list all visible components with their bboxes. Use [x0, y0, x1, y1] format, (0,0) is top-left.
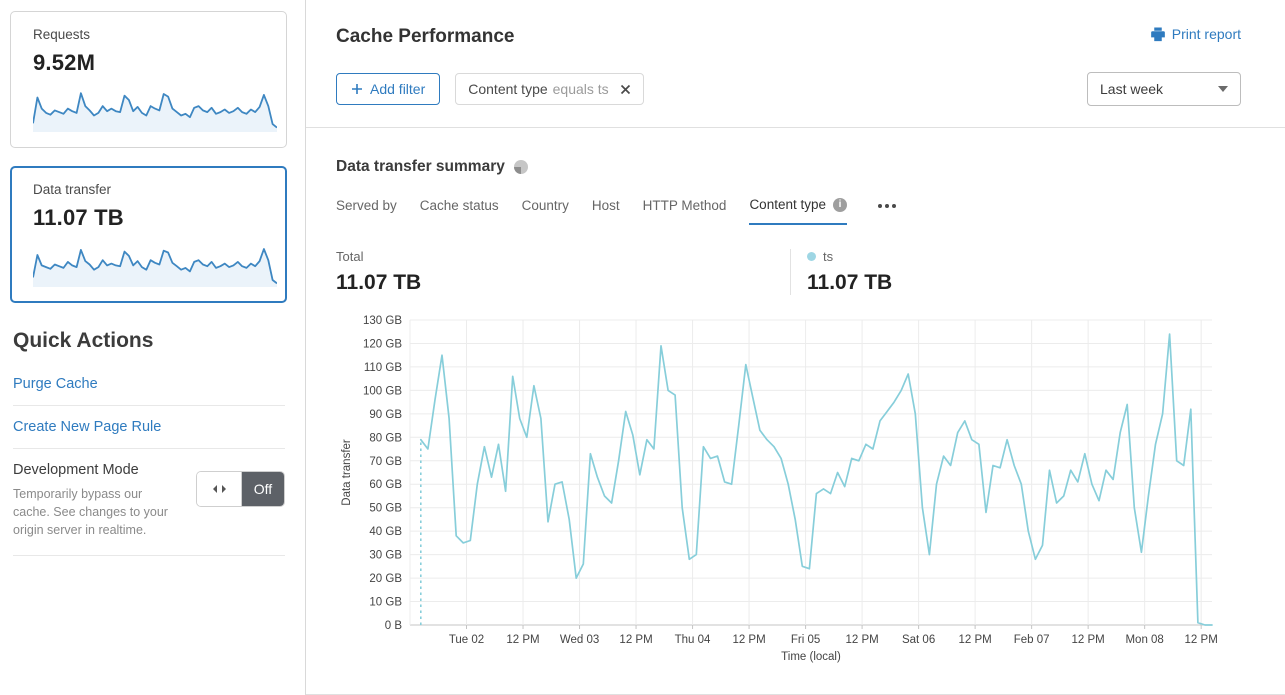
tab-country[interactable]: Country — [522, 198, 569, 224]
print-report-link[interactable]: Print report — [1150, 26, 1241, 42]
tab-label: HTTP Method — [642, 198, 727, 213]
tab-label: Host — [591, 198, 620, 213]
svg-text:120 GB: 120 GB — [363, 338, 402, 350]
quick-action-link-purge-cache[interactable]: Purge Cache — [13, 363, 285, 406]
svg-text:12 PM: 12 PM — [845, 634, 878, 646]
svg-text:Fri 05: Fri 05 — [791, 634, 820, 646]
dimension-tabs: Served by Cache status Country Host HTTP Met… — [336, 197, 1241, 225]
tab-label: Country — [521, 198, 569, 213]
print-report-label: Print report — [1171, 26, 1241, 42]
svg-text:12 PM: 12 PM — [732, 634, 765, 646]
page-header: Cache Performance Print report Add filte… — [306, 0, 1285, 128]
total-block: Total 11.07 TB — [336, 249, 790, 295]
tab-content-type[interactable]: Content type i — [749, 197, 847, 225]
total-value: 11.07 TB — [336, 271, 422, 294]
total-label: Total — [336, 249, 364, 264]
svg-text:Time (local): Time (local) — [781, 651, 841, 663]
card-value: 9.52M — [33, 50, 96, 75]
card-label: Requests — [33, 27, 91, 42]
filter-chip[interactable]: Content type equals ts — [455, 73, 644, 105]
pie-chart-icon — [513, 160, 528, 174]
svg-text:90 GB: 90 GB — [369, 409, 402, 421]
svg-text:60 GB: 60 GB — [369, 479, 402, 491]
legend-label: ts — [823, 249, 834, 264]
tab-served-by[interactable]: Served by — [336, 198, 397, 224]
summary-title: Data transfer summary — [336, 158, 505, 175]
toggle-state-label: Off — [242, 472, 284, 506]
data-transfer-summary-section: Data transfer summary Served by Cache sta… — [306, 128, 1285, 695]
date-range-value: Last week — [1100, 81, 1164, 97]
svg-text:Wed 03: Wed 03 — [560, 634, 599, 646]
tab-label: Cache status — [419, 198, 499, 213]
metric-card-data-transfer[interactable]: Data transfer 11.07 TB — [10, 166, 287, 303]
metric-card-requests[interactable]: Requests 9.52M — [10, 11, 287, 148]
svg-text:Feb 07: Feb 07 — [1014, 634, 1050, 646]
info-icon[interactable]: i — [833, 197, 847, 212]
svg-text:Data transfer: Data transfer — [341, 439, 353, 506]
svg-text:40 GB: 40 GB — [369, 526, 402, 538]
development-mode-toggle[interactable]: Off — [196, 471, 285, 507]
toggle-knob[interactable] — [197, 472, 242, 506]
svg-text:Mon 08: Mon 08 — [1125, 634, 1163, 646]
data-transfer-chart: 0 B 10 GB 20 GB 30 GB 40 GB 50 GB 60 GB 70 GB 80… — [336, 307, 1241, 674]
svg-text:0 B: 0 B — [385, 620, 403, 632]
filter-bar: Add filter Content type equals ts Last w… — [336, 72, 1241, 106]
development-mode-title: Development Mode — [13, 462, 139, 478]
development-mode-block: Development Mode Temporarily bypass our … — [13, 449, 285, 556]
card-value: 11.07 TB — [33, 205, 124, 230]
svg-text:80 GB: 80 GB — [369, 432, 402, 444]
add-filter-button[interactable]: Add filter — [336, 73, 441, 105]
left-right-arrows-icon — [212, 485, 226, 493]
card-label: Data transfer — [33, 182, 112, 197]
sparkline-chart — [33, 248, 277, 287]
svg-text:12 PM: 12 PM — [958, 634, 991, 646]
legend-dot — [807, 252, 816, 261]
add-filter-label: Add filter — [370, 81, 426, 97]
svg-text:20 GB: 20 GB — [369, 573, 402, 585]
tab-http-method[interactable]: HTTP Method — [643, 198, 727, 224]
svg-text:50 GB: 50 GB — [369, 503, 402, 515]
svg-text:30 GB: 30 GB — [369, 550, 402, 562]
svg-text:Sat 06: Sat 06 — [902, 634, 935, 646]
tab-cache-status[interactable]: Cache status — [420, 198, 499, 224]
sparkline-chart — [33, 92, 277, 132]
date-range-select[interactable]: Last week — [1087, 72, 1241, 106]
svg-text:12 PM: 12 PM — [1072, 634, 1105, 646]
svg-text:Tue 02: Tue 02 — [449, 634, 484, 646]
filter-chip-condition: equals ts — [552, 81, 609, 97]
page-title: Cache Performance — [336, 26, 515, 47]
quick-action-link-create-new-page-rule[interactable]: Create New Page Rule — [13, 406, 285, 449]
tab-host[interactable]: Host — [592, 198, 620, 224]
svg-text:Thu 04: Thu 04 — [675, 634, 711, 646]
filter-chip-field: Content type — [468, 81, 548, 97]
svg-text:12 PM: 12 PM — [1185, 634, 1218, 646]
svg-text:100 GB: 100 GB — [363, 385, 402, 397]
legend-value: 11.07 TB — [807, 271, 893, 294]
svg-text:110 GB: 110 GB — [364, 362, 402, 374]
svg-text:10 GB: 10 GB — [369, 597, 402, 609]
svg-text:130 GB: 130 GB — [363, 315, 402, 327]
svg-text:12 PM: 12 PM — [506, 634, 539, 646]
chevron-down-icon — [1218, 86, 1228, 92]
series-legend-block: ts 11.07 TB — [790, 249, 892, 295]
printer-icon — [1150, 26, 1165, 41]
totals-row: Total 11.07 TB ts 11.07 TB — [336, 249, 1241, 295]
tab-label: Served by — [336, 198, 397, 213]
metric-cards: Requests 9.52M Data transfer 11.07 TB — [10, 11, 287, 303]
time-series-plot: 0 B 10 GB 20 GB 30 GB 40 GB 50 GB 60 GB 70 GB 80… — [341, 315, 1218, 663]
remove-filter-icon[interactable] — [620, 84, 631, 95]
quick-actions-title: Quick Actions — [13, 329, 154, 352]
svg-text:70 GB: 70 GB — [369, 456, 402, 468]
tab-label: Content type — [749, 197, 826, 212]
sidebar: Requests 9.52M Data transfer 11.07 TB Quick… — [0, 0, 306, 695]
quick-actions-section: Quick Actions Purge Cache Create New Page… — [13, 329, 287, 556]
plus-icon — [352, 84, 362, 94]
svg-text:12 PM: 12 PM — [619, 634, 652, 646]
main-content: Cache Performance Print report Add filte… — [306, 0, 1285, 695]
more-options-icon[interactable] — [878, 203, 896, 219]
development-mode-description: Temporarily bypass our cache. See change… — [13, 487, 168, 537]
